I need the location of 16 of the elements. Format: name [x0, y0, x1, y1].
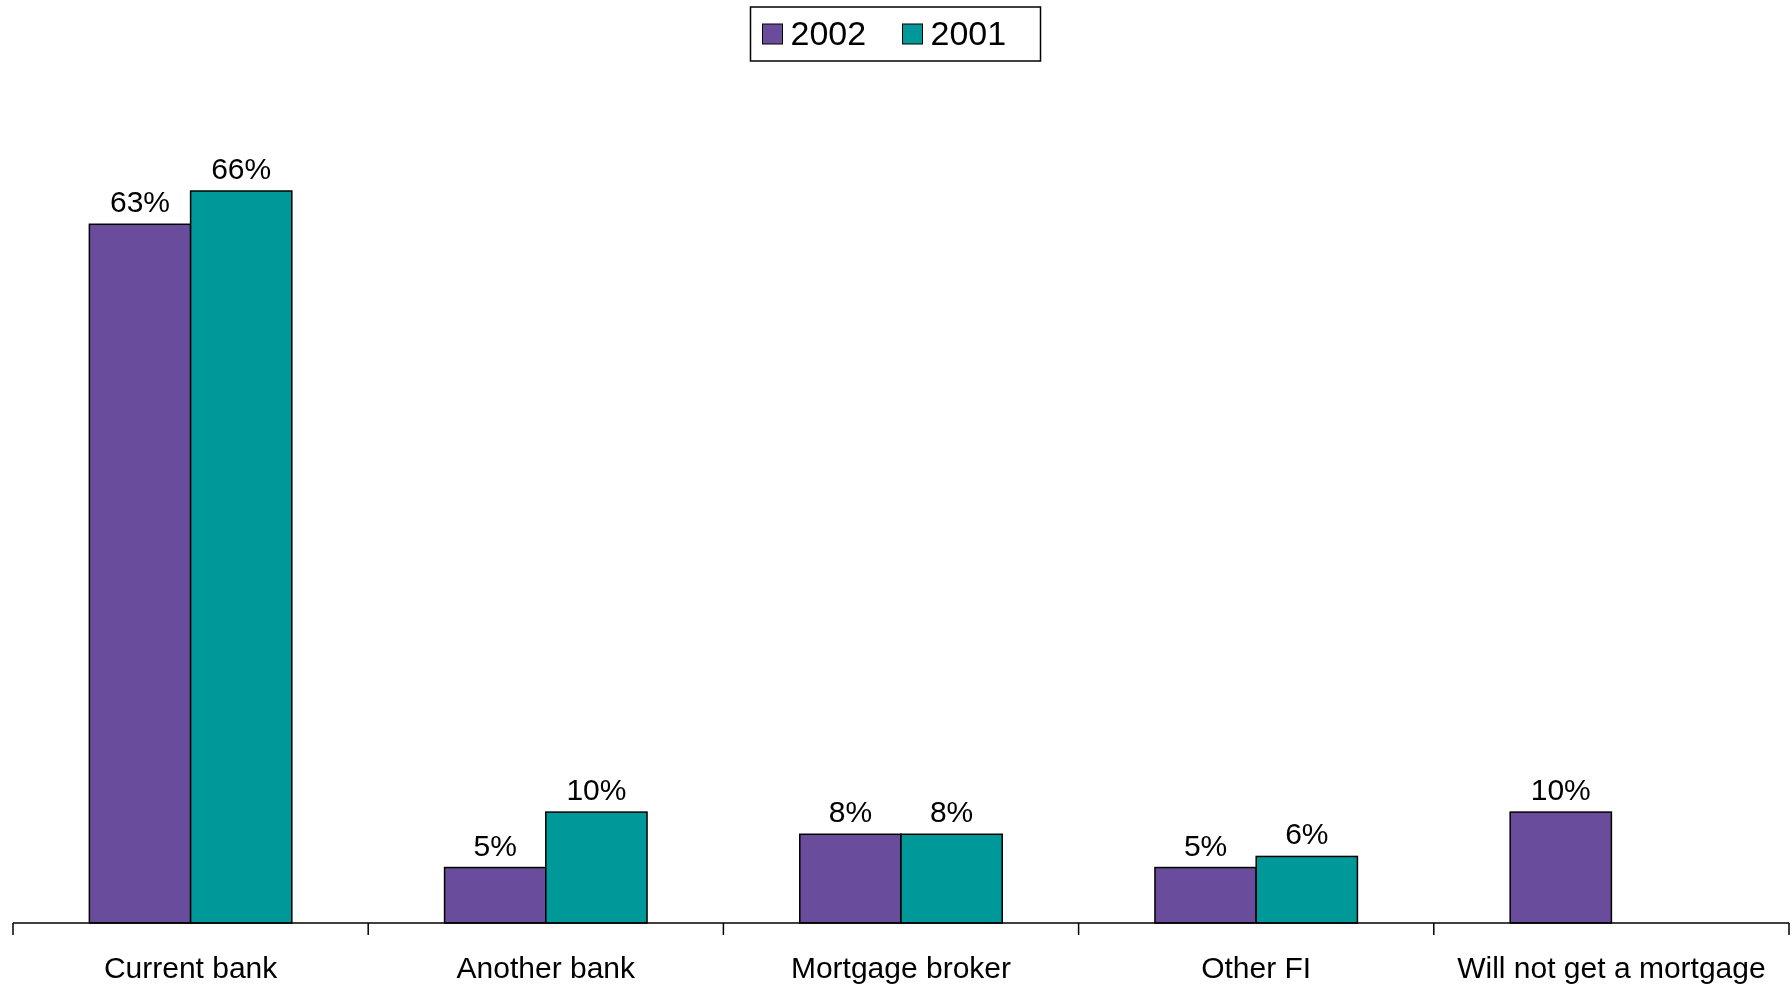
- data-label: 10%: [1530, 773, 1591, 807]
- legend-label: 2001: [930, 14, 1007, 52]
- data-label: 66%: [211, 152, 272, 185]
- x-tick-label: Another bank: [456, 951, 637, 984]
- data-label: 6%: [1285, 817, 1329, 851]
- data-label: 8%: [929, 795, 974, 829]
- data-label: 8%: [828, 795, 873, 829]
- data-label: 5%: [473, 828, 517, 862]
- data-label: 5%: [1183, 828, 1228, 862]
- x-tick-label: Mortgage broker: [790, 951, 1012, 984]
- data-label: 10%: [566, 773, 627, 807]
- data-label: 63%: [109, 185, 171, 219]
- x-tick-label: Current bank: [103, 951, 279, 984]
- x-tick-label: Will not get a mortgage: [1457, 951, 1766, 984]
- legend-label: 2002: [790, 14, 867, 52]
- x-tick-label: Other FI: [1201, 951, 1312, 984]
